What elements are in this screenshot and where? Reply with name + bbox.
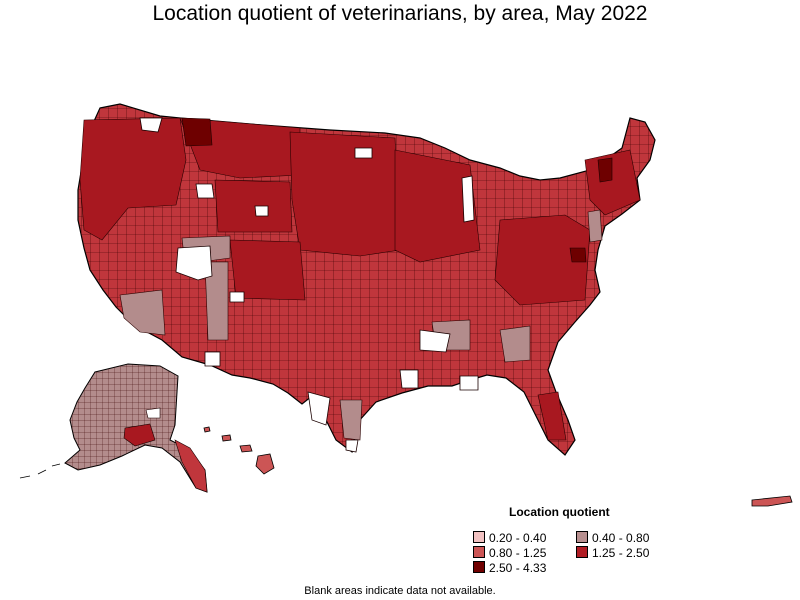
alaska-high-region — [123, 423, 156, 447]
high-lq-regions — [79, 117, 641, 441]
footnote: Blank areas indicate data not available. — [304, 585, 496, 597]
northeast-corridor-area — [587, 209, 603, 243]
montana-blank-area — [139, 117, 163, 133]
very-high-lq-regions — [181, 117, 613, 263]
legend-item-0: 0.20 - 0.40 — [473, 531, 546, 545]
hawaii-maui — [239, 444, 253, 453]
alaska — [19, 363, 208, 493]
legend-item-2: 0.80 - 1.25 — [473, 546, 546, 560]
alaska-blank — [145, 407, 161, 419]
legend-label-4: 2.50 - 4.33 — [489, 561, 547, 575]
new-mexico-border-area — [204, 261, 229, 341]
wyoming-blank-area — [254, 205, 269, 217]
great-plains-region — [289, 131, 401, 257]
legend-swatch-4 — [473, 561, 485, 573]
tennessee-blank-area — [419, 329, 451, 353]
legend-label-0: 0.20 - 0.40 — [489, 531, 547, 545]
central-appalachia-region — [494, 214, 591, 306]
minnesota-blank-area — [354, 147, 373, 159]
idaho-blank-area — [195, 183, 215, 199]
texas-gulf-area — [339, 399, 363, 441]
legend-swatch-0 — [473, 531, 485, 543]
hawaii-big-island — [255, 453, 275, 475]
legend-item-4: 2.50 - 4.33 — [473, 561, 546, 575]
georgia-area — [499, 325, 531, 363]
legend-label-3: 1.25 - 2.50 — [592, 546, 650, 560]
arizona-blank-area — [204, 351, 221, 367]
hawaii — [203, 426, 275, 475]
midwest-region — [394, 149, 481, 263]
wyoming-region — [214, 179, 293, 233]
puerto-rico-shape — [751, 495, 793, 507]
northern-idaho-montana-area — [181, 117, 213, 147]
no-data-areas — [139, 117, 479, 453]
map-title: Location quotient of veterinarians, by a… — [152, 2, 648, 25]
hawaii-kauai — [203, 426, 211, 433]
texas-blank-area-1 — [307, 391, 331, 426]
southern-california-area — [119, 289, 166, 336]
south-texas-blank-area — [345, 439, 359, 453]
legend-swatch-1 — [576, 531, 588, 543]
nevada-blank-area — [229, 291, 245, 303]
aleutian-islands — [19, 463, 61, 479]
virginia-area — [569, 247, 587, 263]
louisiana-blank-area — [459, 375, 479, 391]
legend-item-3: 1.25 - 2.50 — [576, 546, 649, 560]
legend-title: Location quotient — [509, 505, 610, 519]
legend-swatch-3 — [576, 546, 588, 558]
colorado-region — [229, 239, 306, 301]
legend-item-1: 0.40 - 0.80 — [576, 531, 649, 545]
michigan-lake-area — [461, 175, 475, 223]
florida-west-region — [537, 391, 567, 441]
legend-label-2: 0.80 - 1.25 — [489, 546, 547, 560]
texas-blank-area-2 — [399, 369, 419, 389]
legend-label-1: 0.40 - 0.80 — [592, 531, 650, 545]
legend-swatch-2 — [473, 546, 485, 558]
pacific-northwest-region — [79, 117, 187, 241]
puerto-rico — [751, 495, 793, 507]
contiguous-us — [77, 103, 656, 456]
vermont-area — [597, 157, 613, 183]
utah-blank-area — [175, 245, 213, 281]
hawaii-oahu — [221, 434, 232, 442]
alaska-panhandle — [174, 439, 208, 493]
